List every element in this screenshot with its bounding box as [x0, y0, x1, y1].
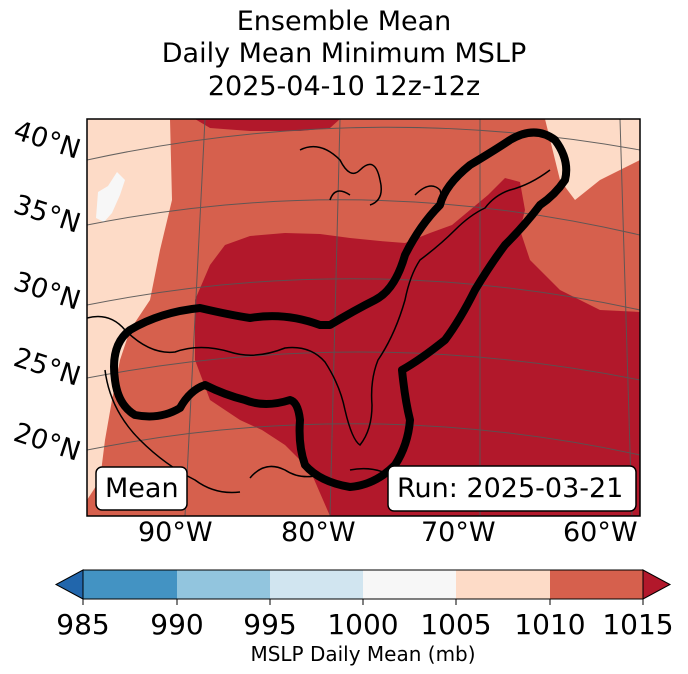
colorbar-tick-990: 990 [150, 608, 203, 641]
map-frame [86, 118, 641, 517]
colorbar-tick-1015: 1015 [602, 608, 673, 641]
colorbar-tick-1005: 1005 [420, 608, 491, 641]
lon-label-70w: 70°W [421, 517, 496, 548]
lat-label-35: 35°N [10, 189, 84, 240]
colorbar-seg-1000-1005 [363, 570, 456, 599]
colorbar: 985 990 995 1000 1005 1010 1015 MSLP Dai… [54, 569, 674, 666]
field-1000-1005 [96, 172, 125, 222]
chart-title-line-3: 2025-04-10 12z-12z [207, 71, 481, 102]
map-area [87, 119, 640, 516]
colorbar-seg-1005-1010 [456, 570, 550, 599]
mean-box-label: Mean [105, 473, 179, 504]
contour-1015 [110, 128, 571, 491]
colorbar-tick-1010: 1010 [514, 608, 585, 641]
coastlines [87, 145, 551, 494]
lat-label-20: 20°N [10, 417, 84, 468]
lat-label-30: 30°N [10, 266, 84, 317]
chart-title-line-1: Ensemble Mean [236, 6, 452, 37]
colorbar-seg-985-990 [83, 570, 177, 599]
colorbar-seg-990-995 [177, 570, 270, 599]
colorbar-tick-995: 995 [243, 608, 296, 641]
colorbar-extend-high [642, 569, 672, 600]
colorbar-tick-1000: 1000 [327, 608, 398, 641]
lat-label-40: 40°N [10, 115, 84, 166]
lon-label-90w: 90°W [138, 517, 213, 548]
lat-label-25: 25°N [10, 342, 84, 393]
colorbar-extend-low [54, 569, 84, 600]
colorbar-label: MSLP Daily Mean (mb) [250, 642, 475, 666]
chart-title-line-2: Daily Mean Minimum MSLP [161, 38, 527, 69]
graticule [87, 119, 640, 516]
run-box [387, 465, 637, 512]
run-box-label: Run: 2025-03-21 [397, 473, 623, 504]
colorbar-seg-995-1000 [270, 570, 363, 599]
colorbar-seg-1010-1015 [550, 570, 643, 599]
lon-label-80w: 80°W [281, 517, 356, 548]
lon-label-60w: 60°W [563, 517, 638, 548]
mean-box [95, 466, 188, 511]
field-above-1015-north [195, 119, 340, 131]
colorbar-tick-985: 985 [56, 608, 109, 641]
field-above-1015 [195, 178, 640, 516]
